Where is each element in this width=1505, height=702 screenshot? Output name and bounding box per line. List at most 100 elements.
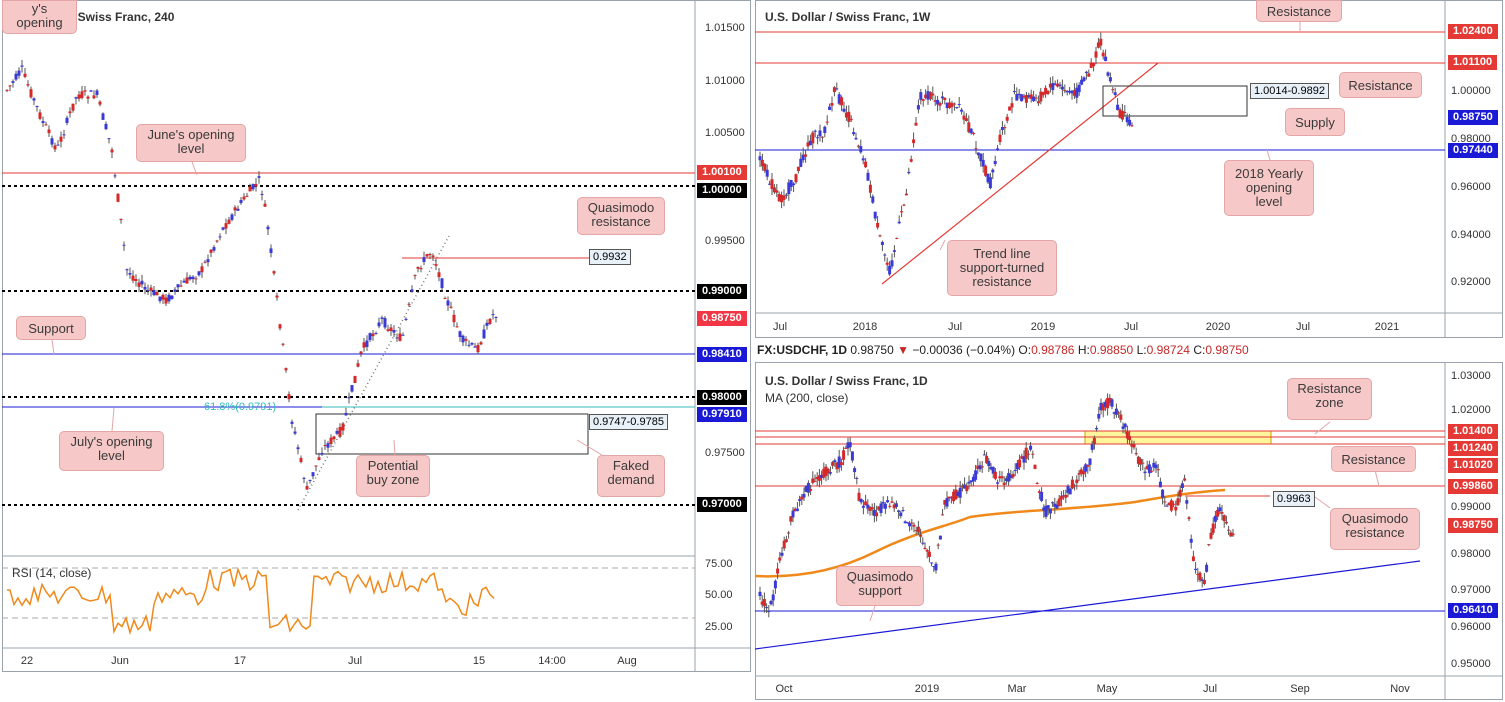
h4-candle-body-31 xyxy=(98,101,102,105)
d1-candle-body-105 xyxy=(989,466,993,470)
h4-candle-body-45 xyxy=(140,280,144,285)
h4-candle-body-160 xyxy=(485,322,489,326)
d1-candle-body-30 xyxy=(824,466,828,476)
d1-candle-body-129 xyxy=(1042,507,1046,511)
h4-candle-body-98 xyxy=(299,458,303,462)
h4-candle-body-90 xyxy=(275,295,279,298)
d1-candle-body-52 xyxy=(872,509,876,516)
d1-candle-body-179 xyxy=(1152,462,1156,468)
h4-candle-body-78 xyxy=(239,199,243,204)
w1-candle-body-47 xyxy=(871,196,875,203)
w1-candle-body-85 xyxy=(962,115,966,120)
d1-candle-body-156 xyxy=(1101,403,1105,411)
h4-candle-body-9 xyxy=(32,98,36,101)
w1-candle-body-107 xyxy=(1015,94,1019,101)
d1-candle-body-37 xyxy=(839,462,843,466)
d1-candle-body-188 xyxy=(1172,503,1176,505)
h4-candle-body-92 xyxy=(281,343,285,345)
w1-ptr-yearly xyxy=(1266,149,1271,161)
h4-chart[interactable]: 1.01500 1.01000 1.00500 0.99500 0.97500 75.00… xyxy=(2,0,751,672)
w1-candle-body-55 xyxy=(890,260,894,267)
h4-candle-body-76 xyxy=(233,207,237,211)
h4-candle-body-27 xyxy=(86,96,90,99)
w1-candle-body-122 xyxy=(1051,83,1055,91)
w1-tag-1.02400: 1.02400 xyxy=(1448,24,1498,39)
w1-xtick-2: Jul xyxy=(948,321,962,333)
w1-candle-body-89 xyxy=(972,132,976,134)
d1-ma200 xyxy=(755,488,1226,578)
d1-candle-body-128 xyxy=(1040,491,1044,501)
d1-candle-body-18 xyxy=(798,499,802,501)
w1-candle-body-71 xyxy=(928,92,932,100)
h4-candle-body-12 xyxy=(41,121,45,124)
info-low: 0.98724 xyxy=(1146,343,1190,357)
d1-candle-body-142 xyxy=(1070,479,1074,489)
h4-candle-body-119 xyxy=(362,342,366,348)
d1-candle-body-210 xyxy=(1220,511,1224,514)
w1-candle-body-104 xyxy=(1008,106,1012,111)
h4-candle-body-108 xyxy=(329,437,333,444)
h4-candle-body-100 xyxy=(305,486,309,490)
w1-candle-body-52 xyxy=(883,254,887,256)
info-last: 0.98750 xyxy=(850,343,894,357)
w1-chart[interactable]: 1.00000 0.98000 0.96000 0.94000 0.92000 Jul 2… xyxy=(755,0,1503,338)
h4-candle-body-51 xyxy=(158,296,162,302)
h4-candle-body-63 xyxy=(194,278,198,280)
d1-candle-body-202 xyxy=(1202,579,1206,585)
d1-candle-body-125 xyxy=(1033,464,1037,469)
w1-candle-body-38 xyxy=(849,118,853,121)
d1-candle-body-71 xyxy=(914,530,918,532)
w1-xtick-6: Jul xyxy=(1296,321,1310,333)
d1-candle-body-215 xyxy=(1231,533,1235,536)
h4-xtick-4: 15 xyxy=(473,655,485,667)
h4-xtick-2: 17 xyxy=(234,655,246,667)
d1-candle-body-43 xyxy=(853,468,857,473)
w1-candle-body-152 xyxy=(1123,111,1127,113)
d1-candle-body-7 xyxy=(773,580,777,589)
w1-ytick-2: 0.96000 xyxy=(1451,181,1491,193)
h4-candle-body-73 xyxy=(224,223,228,229)
w1-candle-body-130 xyxy=(1070,90,1074,94)
w1-candle-body-22 xyxy=(811,132,815,144)
d1-candle-body-5 xyxy=(769,601,773,605)
w1-candle-body-119 xyxy=(1044,87,1048,95)
h4-candle-body-145 xyxy=(440,278,444,289)
d1-candle-body-23 xyxy=(809,488,813,491)
h4-candle-body-109 xyxy=(332,436,336,440)
d1-candle-body-32 xyxy=(828,472,832,474)
w1-candle-body-145 xyxy=(1106,72,1110,76)
w1-candle-body-91 xyxy=(976,152,980,156)
d1-candle-body-165 xyxy=(1121,426,1125,429)
d1-candle-body-198 xyxy=(1194,568,1198,571)
w1-candle-body-94 xyxy=(984,165,988,176)
w1-xtick-5: 2020 xyxy=(1206,321,1230,333)
h4-candle-body-134 xyxy=(407,303,411,305)
d1-candle-body-116 xyxy=(1013,470,1017,472)
d1-tag-1.01020: 1.01020 xyxy=(1448,458,1498,473)
w1-candle-body-28 xyxy=(825,121,829,123)
d1-chart[interactable]: 1.03000 1.02000 0.99000 0.98000 0.97000 0.960… xyxy=(755,362,1503,700)
h4-candle-body-20 xyxy=(65,117,69,124)
d1-candle-body-97 xyxy=(971,476,975,482)
h4-candle-body-50 xyxy=(155,292,159,296)
d1-ytick-6: 0.95000 xyxy=(1451,658,1491,670)
w1-candle-body-68 xyxy=(921,99,925,101)
d1-candle-body-181 xyxy=(1156,469,1160,471)
callout-w1-resistance: Resistance xyxy=(1339,72,1422,98)
h4-candle-body-138 xyxy=(419,268,423,270)
h4-pane-border xyxy=(2,0,751,672)
w1-candle-body-114 xyxy=(1032,96,1036,102)
d1-xtick-1: 2019 xyxy=(915,683,939,695)
w1-candle-body-101 xyxy=(1000,127,1004,130)
w1-candle-body-61 xyxy=(904,193,908,196)
d1-candle-body-53 xyxy=(875,512,879,517)
h4-candle-body-161 xyxy=(488,318,492,324)
d1-candle-body-192 xyxy=(1180,483,1184,489)
h4-candle-body-52 xyxy=(161,294,165,300)
w1-candle-body-63 xyxy=(909,159,913,162)
d1-candle-body-90 xyxy=(956,492,960,496)
w1-candle-body-153 xyxy=(1125,116,1129,123)
h4-candle-body-44 xyxy=(137,282,141,287)
h4-candle-body-36 xyxy=(113,175,117,177)
d1-candle-body-134 xyxy=(1053,503,1057,507)
